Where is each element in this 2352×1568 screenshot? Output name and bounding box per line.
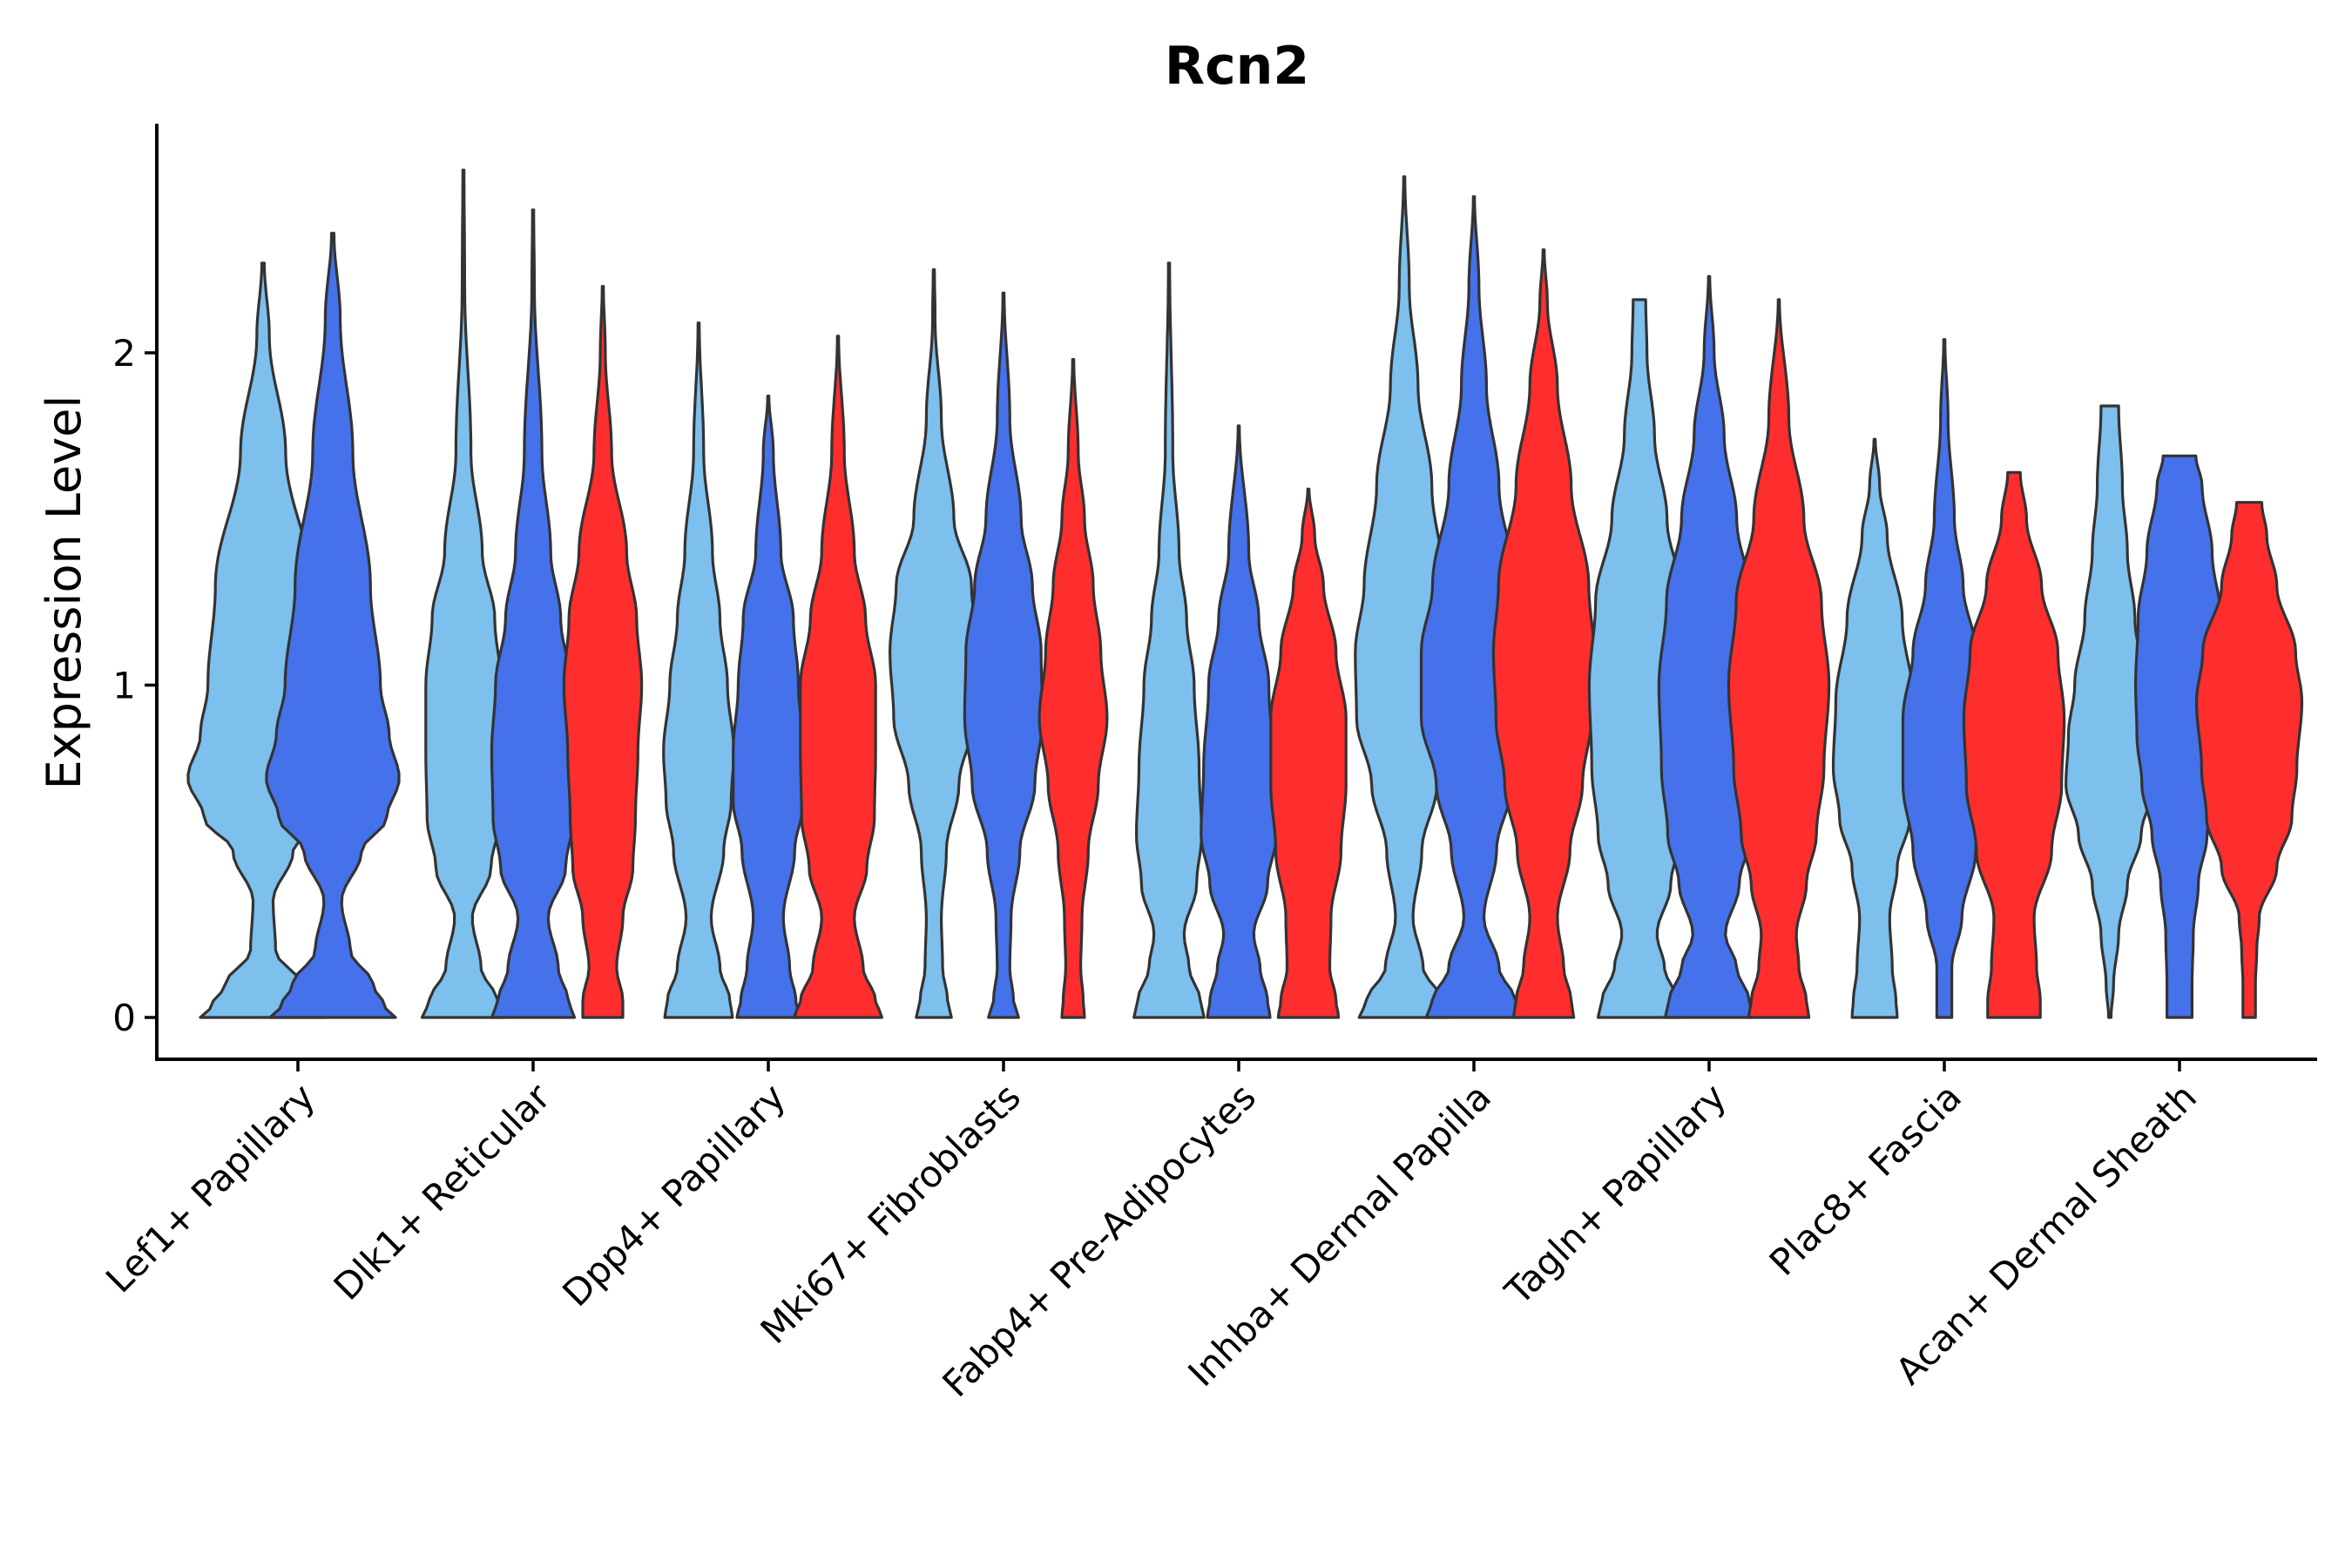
violin-acan-dermal-sheath-3 [2194,501,2304,1019]
violin-mki67-fibroblasts-1 [889,268,979,1019]
violin-mki67-fibroblasts-2 [963,291,1044,1019]
y-tick-label-1: 1 [112,665,136,707]
y-tick-label-2: 2 [112,332,136,375]
violin-mki67-fibroblasts-3 [1037,358,1109,1019]
y-axis: 0 1 2 [112,124,159,1061]
violin-dpp4-papillary-3 [793,335,883,1019]
chart-title: Rcn2 [1165,36,1309,97]
violin-fabp4-pre-adipocytes-3 [1269,487,1348,1019]
violin-fabp4-pre-adipocytes-1 [1132,261,1206,1019]
violin-lef1-papillary-2 [265,232,401,1019]
violin-dlk1-reticular-3 [562,285,644,1019]
violin-tagln-papillary-3 [1727,298,1831,1019]
violin-plac8-fascia-3 [1962,470,2066,1019]
y-tick-label-0: 0 [112,997,136,1039]
violin-inhba-dermal-papilla-3 [1491,248,1596,1019]
violin-layer [186,168,2304,1019]
y-axis-label: Expression Level [37,395,91,790]
